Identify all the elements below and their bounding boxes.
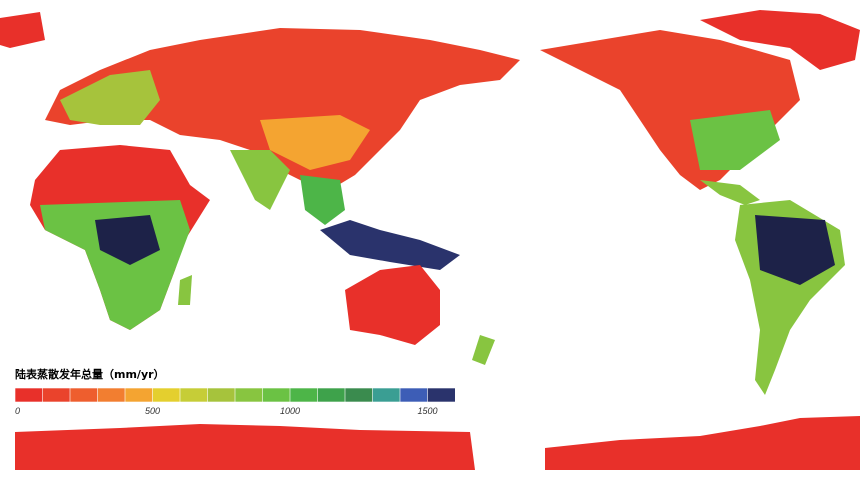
legend-swatch	[152, 387, 181, 403]
legend-tick-label: 1000	[280, 406, 300, 416]
legend-swatch	[427, 387, 456, 403]
legend-swatch	[399, 387, 429, 403]
legend-swatch	[372, 387, 401, 403]
legend-swatch	[42, 387, 71, 403]
legend-swatch	[234, 387, 264, 403]
legend-swatch	[317, 387, 346, 403]
legend-swatch	[69, 387, 99, 403]
legend: 陆表蒸散发年总量（mm/yr） 0 500 1000 1500	[14, 367, 456, 416]
legend-swatch	[344, 387, 374, 403]
legend-swatch	[179, 387, 209, 403]
legend-swatch	[289, 387, 319, 403]
legend-swatch	[207, 387, 236, 403]
legend-swatch	[14, 387, 44, 403]
legend-title: 陆表蒸散发年总量（mm/yr）	[15, 367, 165, 381]
legend-swatch	[262, 387, 291, 403]
legend-tick-label: 1500	[417, 406, 437, 416]
land	[0, 10, 860, 470]
legend-swatch	[97, 387, 126, 403]
legend-swatch	[124, 387, 154, 403]
legend-tick-label: 0	[15, 406, 20, 416]
legend-tick-label: 500	[145, 406, 160, 416]
